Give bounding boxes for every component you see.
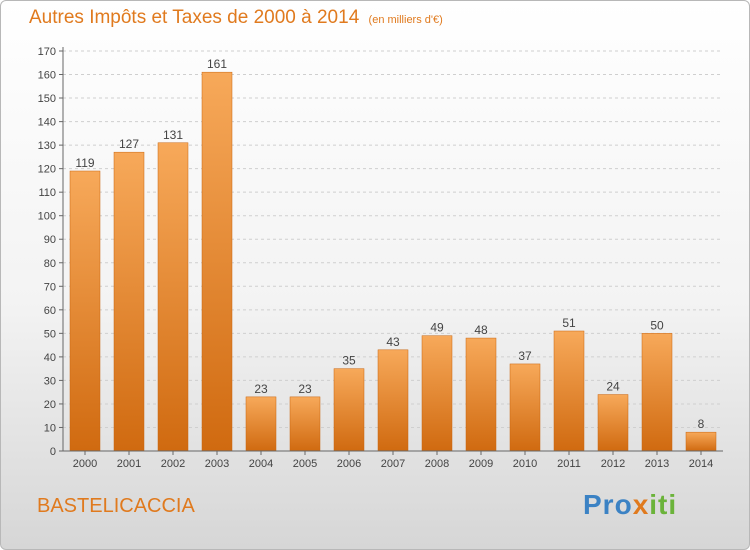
- x-tick-label: 2007: [381, 458, 405, 470]
- data-label: 50: [650, 318, 664, 332]
- chart-unit: (en milliers d'€): [368, 14, 443, 26]
- bar: [553, 330, 585, 452]
- axes: [59, 47, 723, 455]
- bar: [69, 170, 101, 452]
- data-label: 35: [342, 354, 356, 368]
- data-label: 48: [474, 323, 488, 337]
- x-tick-label: 2000: [73, 458, 97, 470]
- data-label: 43: [386, 335, 400, 349]
- y-tick-label: 170: [38, 46, 56, 58]
- bar: [421, 335, 453, 452]
- x-tick-label: 2012: [601, 458, 625, 470]
- y-tick-label: 90: [44, 234, 56, 246]
- y-tick-label: 70: [44, 281, 56, 293]
- x-tick-label: 2003: [205, 458, 229, 470]
- y-tick-label: 120: [38, 164, 56, 176]
- data-label: 131: [163, 128, 183, 142]
- proxiti-logo[interactable]: Proxiti: [583, 489, 678, 520]
- x-tick-label: 2008: [425, 458, 449, 470]
- bar: [333, 368, 365, 452]
- labels: 0 10 20 30 40 50 60 70 80 90 100 110 120 130 140 150 160…: [38, 46, 714, 470]
- y-tick-label: 0: [50, 446, 56, 458]
- bar: [289, 396, 321, 452]
- bar: [641, 333, 673, 452]
- chart-title: Autres Impôts et Taxes de 2000 à 2014 (e…: [29, 7, 443, 29]
- data-label: 161: [207, 57, 227, 71]
- bar: [113, 151, 145, 452]
- data-label: 119: [75, 156, 94, 170]
- bar: [465, 337, 497, 452]
- data-label: 8: [698, 417, 705, 431]
- y-tick-label: 80: [44, 258, 56, 270]
- bar: [201, 71, 233, 452]
- data-label: 127: [119, 137, 139, 151]
- y-tick-label: 60: [44, 305, 56, 317]
- y-tick-label: 50: [44, 328, 56, 340]
- bar: [245, 396, 277, 452]
- bar: [377, 349, 409, 452]
- y-tick-label: 110: [38, 187, 56, 199]
- chart-title-text: Autres Impôts et Taxes de 2000 à 2014: [29, 7, 360, 28]
- data-label: 51: [562, 316, 576, 330]
- x-tick-label: 2005: [293, 458, 317, 470]
- data-label: 23: [298, 382, 312, 396]
- x-tick-label: 2002: [161, 458, 185, 470]
- data-label: 37: [518, 349, 532, 363]
- data-label: 23: [254, 382, 268, 396]
- bars: [69, 71, 717, 452]
- x-tick-label: 2006: [337, 458, 361, 470]
- y-tick-label: 150: [38, 93, 56, 105]
- x-tick-label: 2010: [513, 458, 537, 470]
- data-label: 24: [606, 380, 620, 394]
- y-tick-label: 30: [44, 375, 56, 387]
- x-tick-label: 2011: [557, 458, 581, 470]
- y-tick-label: 20: [44, 399, 56, 411]
- place-name: BASTELICACCIA: [37, 495, 195, 517]
- x-tick-label: 2004: [249, 458, 273, 470]
- x-tick-label: 2009: [469, 458, 493, 470]
- y-tick-label: 160: [38, 70, 56, 82]
- x-tick-label: 2013: [645, 458, 669, 470]
- bar: [597, 394, 629, 452]
- y-tick-label: 130: [38, 140, 56, 152]
- y-tick-label: 100: [38, 211, 56, 223]
- bar: [685, 431, 717, 452]
- y-tick-label: 40: [44, 352, 56, 364]
- bar: [157, 142, 189, 452]
- y-tick-label: 140: [38, 117, 56, 129]
- y-tick-label: 10: [44, 422, 56, 434]
- bar: [509, 363, 541, 452]
- data-label: 49: [430, 321, 444, 335]
- x-tick-label: 2014: [689, 458, 713, 470]
- x-tick-label: 2001: [117, 458, 141, 470]
